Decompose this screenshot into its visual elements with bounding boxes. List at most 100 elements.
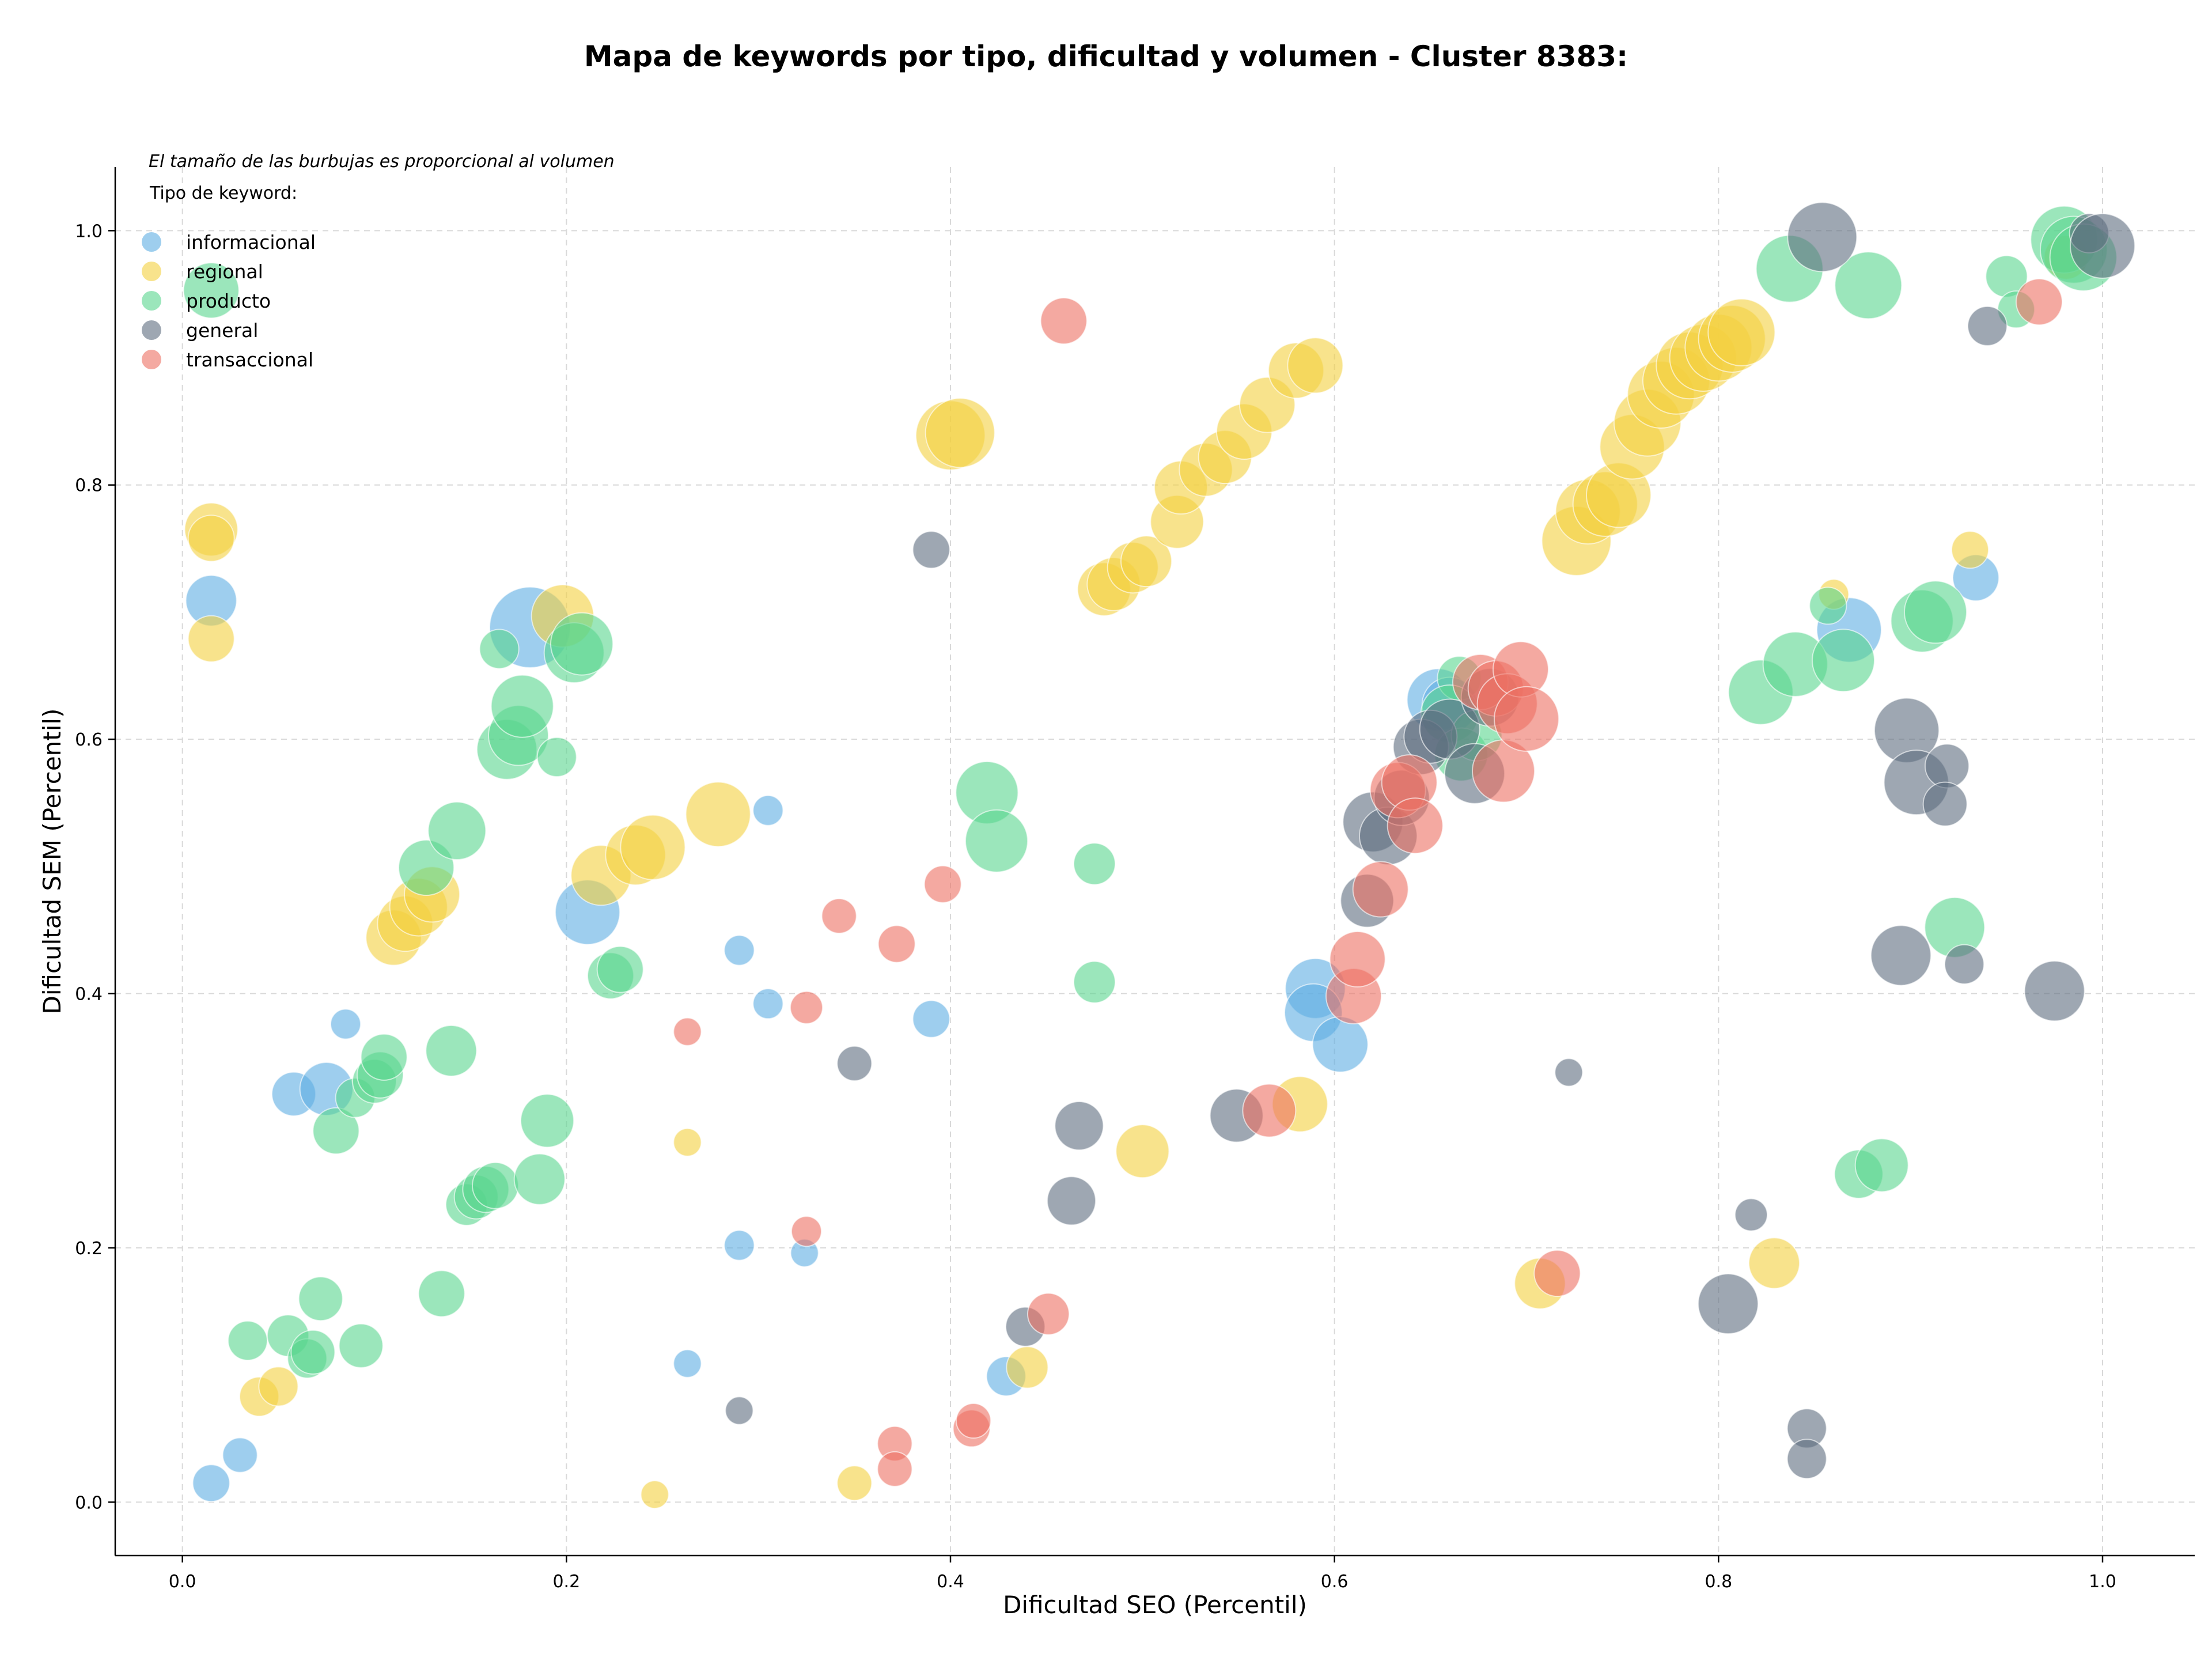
bubble-general-25 — [1925, 743, 1969, 789]
bubble-informacional-2 — [222, 1437, 258, 1473]
bubble-producto-24 — [513, 1153, 566, 1205]
legend-marker-informacional — [142, 232, 161, 252]
bubble-transaccional-3 — [877, 925, 916, 963]
bubble-producto-19 — [472, 1161, 519, 1209]
bubble-regional-22 — [1120, 535, 1172, 588]
bubble-transaccional-18 — [1387, 797, 1444, 854]
bubble-producto-48 — [1904, 580, 1967, 644]
bubble-general-5 — [1047, 1176, 1096, 1226]
bubble-producto-0 — [183, 262, 240, 319]
x-tick-label-1: 0.2 — [552, 1572, 580, 1592]
bubble-producto-23 — [490, 674, 554, 738]
y-tick-label-2: 0.4 — [75, 985, 103, 1005]
y-tick-label-4: 0.8 — [75, 476, 103, 496]
bubble-general-22 — [1870, 925, 1931, 986]
bubble-regional-16 — [836, 1465, 873, 1501]
bubble-transaccional-5 — [791, 1216, 822, 1247]
x-axis-label: Dificultad SEO (Percentil) — [1003, 1591, 1307, 1619]
bubble-general-28 — [1967, 305, 2008, 346]
x-tick-label-0: 0.0 — [169, 1572, 196, 1592]
legend-marker-general — [142, 320, 161, 340]
bubble-transaccional-8 — [877, 1451, 913, 1487]
y-tick-label-1: 0.2 — [75, 1239, 103, 1259]
legend-label-producto: producto — [186, 290, 271, 312]
bubble-transaccional-4 — [790, 990, 823, 1024]
bubble-transaccional-26 — [2016, 278, 2063, 326]
y-tick-label-5: 1.0 — [75, 221, 103, 241]
bubble-regional-50 — [1951, 531, 1989, 569]
bubble-transaccional-0 — [1040, 297, 1088, 345]
bubble-general-17 — [1698, 1273, 1759, 1335]
bubble-informacional-12 — [673, 1349, 702, 1378]
bubble-producto-33 — [1073, 842, 1116, 886]
bubble-general-2 — [725, 1396, 754, 1425]
x-tick-label-5: 1.0 — [2089, 1572, 2116, 1592]
bubble-general-26 — [1922, 781, 1968, 827]
bubble-general-21 — [1787, 202, 1858, 273]
bubble-general-4 — [1054, 1101, 1104, 1151]
bubble-regional-1 — [187, 514, 235, 562]
bubble-general-27 — [1944, 944, 1984, 985]
bubble-transaccional-24 — [1494, 686, 1559, 752]
bubble-producto-15 — [427, 801, 487, 861]
legend-label-transaccional: transaccional — [186, 349, 313, 371]
bubble-producto-42 — [1812, 629, 1875, 693]
bubble-regional-48 — [1748, 1237, 1800, 1289]
bubble-informacional-1 — [192, 1464, 230, 1503]
bubble-informacional-5 — [330, 1008, 361, 1040]
bubble-producto-8 — [338, 1323, 384, 1368]
grid-lines — [115, 167, 2195, 1556]
legend-marker-producto — [142, 291, 161, 311]
bubble-producto-12 — [418, 1270, 465, 1318]
bubble-regional-12 — [620, 814, 686, 880]
bubble-regional-30 — [1287, 337, 1344, 394]
bubble-general-29 — [2024, 960, 2085, 1022]
legend-marker-transaccional — [142, 350, 161, 369]
bubble-transaccional-15 — [1352, 861, 1409, 918]
bubble-producto-46 — [1854, 1138, 1909, 1193]
x-tick-label-4: 0.8 — [1705, 1572, 1732, 1592]
bubble-general-20 — [1786, 1439, 1827, 1480]
bubble-producto-20 — [479, 629, 520, 669]
bubble-general-1 — [836, 1045, 873, 1081]
x-tick-label-2: 0.4 — [937, 1572, 964, 1592]
chart-title: Mapa de keywords por tipo, dificultad y … — [584, 40, 1628, 73]
legend: informacional regional producto general tran… — [142, 231, 316, 371]
legend-label-informacional: informacional — [186, 231, 316, 253]
bubble-producto-43 — [1834, 251, 1903, 320]
bubble-general-16 — [1554, 1058, 1584, 1087]
bubble-regional-18 — [925, 398, 995, 468]
bubble-regional-13 — [685, 781, 751, 847]
y-tick-label-3: 0.6 — [75, 730, 103, 750]
bubble-transaccional-6 — [923, 865, 962, 903]
bubble-general-0 — [912, 531, 950, 569]
bubble-general-18 — [1734, 1198, 1768, 1232]
bubble-informacional-8 — [724, 934, 755, 966]
bubble-regional-2 — [187, 615, 235, 663]
bubble-informacional-11 — [752, 988, 784, 1020]
bubble-regional-15 — [640, 1480, 669, 1509]
axis-ticks: 0.0 0.2 0.4 0.6 0.8 1.0 0.0 0.2 0.4 0.6 0.8 1.0 — [75, 221, 2116, 1592]
bubble-transaccional-10 — [956, 1403, 991, 1439]
legend-title: Tipo de keyword: — [149, 183, 297, 203]
bubble-transaccional-1 — [673, 1017, 702, 1046]
bubble-regional-14 — [673, 1127, 702, 1157]
bubble-regional-31 — [1115, 1124, 1170, 1179]
bubble-series-layer — [183, 202, 2135, 1509]
bubble-producto-28 — [550, 612, 613, 676]
y-tick-label-0: 0.0 — [75, 1493, 103, 1513]
bubble-producto-30 — [596, 945, 644, 993]
bubble-transaccional-2 — [821, 898, 857, 934]
bubble-transaccional-14 — [1329, 930, 1386, 987]
bubble-producto-6 — [312, 1107, 360, 1155]
bubble-regional-4 — [258, 1366, 299, 1407]
bubble-producto-44 — [1809, 587, 1847, 625]
y-axis-label: Dificultad SEM (Percentil) — [38, 709, 66, 1015]
bubble-informacional-9 — [724, 1229, 755, 1261]
bubble-producto-1 — [228, 1321, 268, 1361]
bubble-transaccional-12 — [1242, 1083, 1297, 1138]
bubble-regional-33 — [1006, 1346, 1049, 1389]
bubble-producto-26 — [536, 737, 577, 778]
bubble-producto-25 — [520, 1094, 574, 1148]
